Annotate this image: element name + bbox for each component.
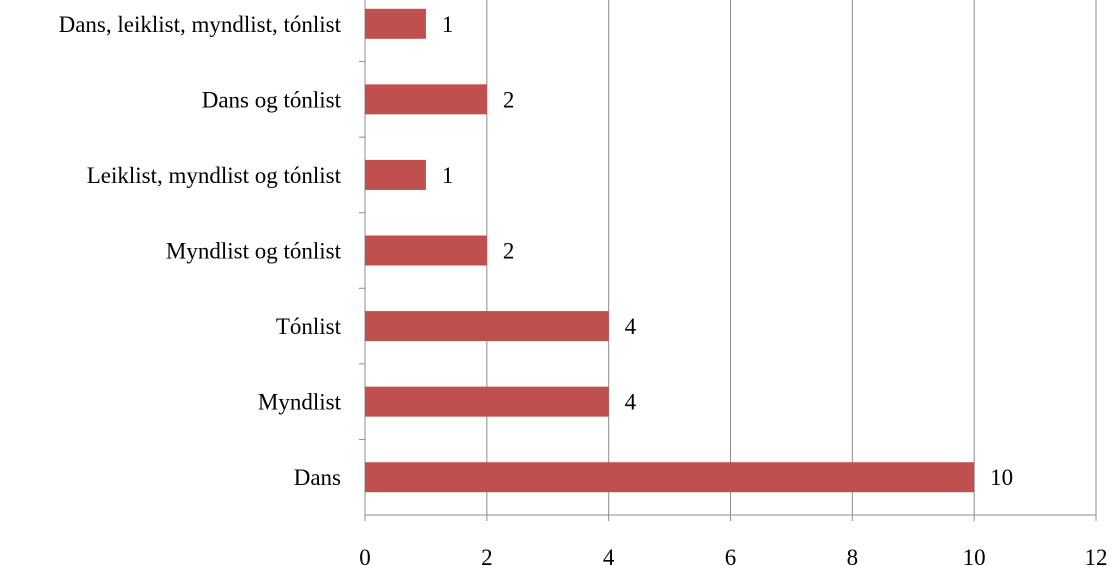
- x-tick-label: 0: [359, 545, 371, 566]
- data-label: 2: [503, 87, 515, 112]
- data-label: 1: [442, 12, 454, 37]
- data-label: 10: [990, 465, 1013, 490]
- bar: [365, 462, 975, 493]
- x-tick-label: 8: [847, 545, 859, 566]
- bar: [365, 235, 487, 266]
- data-label: 2: [503, 239, 515, 264]
- category-label: Dans: [294, 465, 341, 490]
- x-tick-label: 4: [603, 545, 615, 566]
- x-tick-label: 6: [725, 545, 737, 566]
- bar: [365, 386, 609, 417]
- category-label: Myndlist: [258, 390, 342, 415]
- data-label: 1: [442, 163, 454, 188]
- x-tick-label: 2: [481, 545, 493, 566]
- category-label: Myndlist og tónlist: [166, 239, 342, 264]
- category-label: Leiklist, myndlist og tónlist: [87, 163, 342, 188]
- bars: [365, 8, 975, 493]
- data-label: 4: [625, 314, 637, 339]
- x-tick-label: 10: [963, 545, 986, 566]
- bar: [365, 159, 426, 190]
- category-label: Dans og tónlist: [202, 87, 342, 112]
- x-tick-label: 12: [1085, 545, 1108, 566]
- bar: [365, 311, 609, 342]
- category-label: Tónlist: [276, 314, 342, 339]
- category-label: Dans, leiklist, myndlist, tónlist: [59, 12, 342, 37]
- gridlines: [486, 0, 1097, 515]
- data-label: 4: [625, 390, 637, 415]
- bar: [365, 8, 426, 39]
- bar: [365, 84, 487, 115]
